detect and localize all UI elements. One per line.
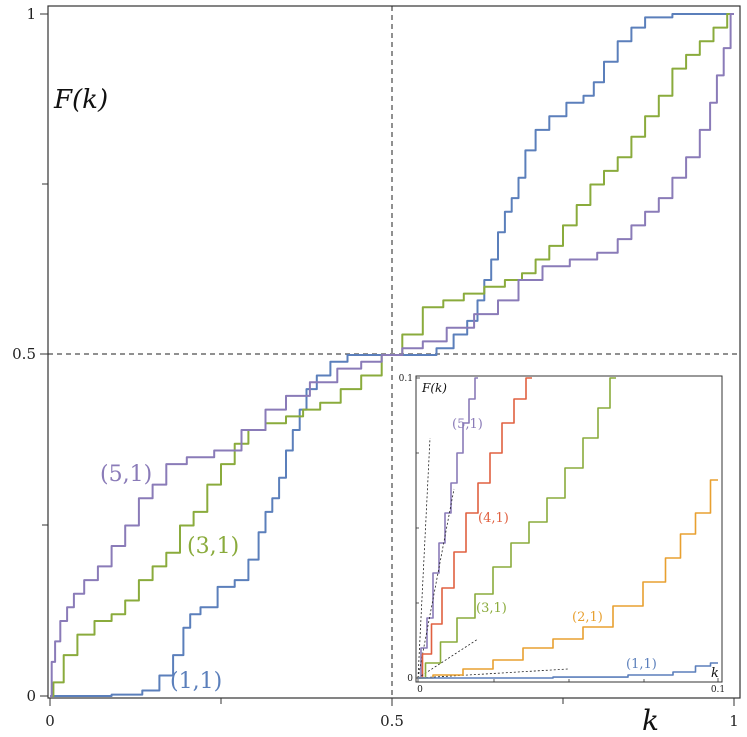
y-tick-label-1: 0.5	[12, 345, 36, 363]
inset-y-tick-label-0: 0	[407, 674, 413, 684]
inset-y-tick-marks	[416, 377, 420, 679]
x-tick-label-2: 1	[729, 712, 739, 730]
x-tick-label-0: 0	[45, 712, 55, 730]
inset-x-axis-label: k	[711, 666, 719, 681]
annotation-label-3-1: (3,1)	[187, 534, 239, 559]
inset-x-tick-label-0: 0	[417, 685, 423, 695]
inset-x-tick-marks	[417, 678, 719, 682]
y-tick-marks	[40, 13, 48, 697]
y-tick-label-0: 0	[26, 687, 36, 705]
inset-annotation-label-4-1: (4,1)	[478, 511, 509, 526]
inset-x-tick-label-1: 0.1	[711, 685, 725, 695]
annotation-label-5-1: (5,1)	[100, 462, 152, 487]
inset-y-axis-label: F(k)	[421, 381, 447, 395]
y-tick-label-2: 1	[26, 5, 36, 23]
inset-series-line-3-1	[418, 377, 616, 679]
inset-series-line-5-1	[418, 377, 478, 679]
inset-series-line-4-1	[418, 377, 532, 679]
inset-y-tick-label-1: 0.1	[399, 374, 413, 384]
inset-annotation-label-3-1: (3,1)	[476, 601, 507, 616]
inset-annotation-label-5-1: (5,1)	[452, 417, 483, 432]
x-tick-label-1: 0.5	[380, 712, 404, 730]
main-series-line-5-1	[50, 13, 734, 697]
x-tick-marks	[49, 698, 735, 706]
inset-series-line-2-1	[418, 479, 718, 679]
inset-asymptote-5-1	[417, 437, 431, 679]
inset-series-line-1-1	[418, 662, 718, 679]
inset-frame	[398, 372, 736, 686]
inset-chart: 0 0.1 0 0.1 F(k) k (5,1) (4,1) (3,1) (2,…	[398, 372, 736, 695]
annotation-label-1-1: (1,1)	[170, 669, 222, 694]
plot-frame	[47, 5, 741, 699]
y-axis-label: F(k)	[53, 85, 108, 115]
inset-annotation-label-2-1: (2,1)	[572, 610, 603, 625]
inset-asymptote-4-1	[417, 488, 455, 679]
inset-asymptote-2-1	[417, 668, 569, 679]
inset-annotation-label-1-1: (1,1)	[626, 657, 657, 672]
x-axis-label: k	[642, 704, 659, 737]
main-series-group	[50, 13, 734, 697]
inset-series-group	[417, 377, 718, 679]
